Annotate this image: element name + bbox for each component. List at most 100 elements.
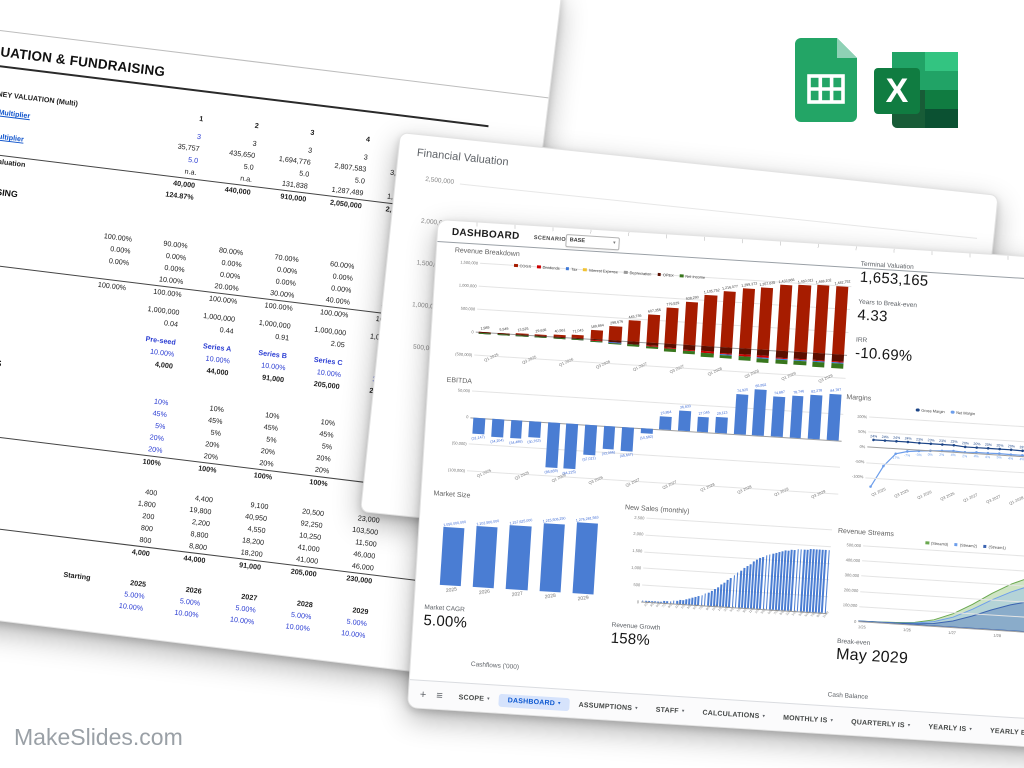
scenario-dropdown[interactable]: BASE ▾	[565, 234, 620, 251]
kpi-years-to-breakeven: Years to Break-even 4.33	[857, 298, 918, 326]
legend-item: COGS	[513, 263, 531, 269]
axis-tick-label: 2,500	[634, 514, 645, 521]
tab-label: MONTHLY IS	[782, 714, 828, 724]
cash-balance-chart-title: Cash Balance	[827, 691, 869, 701]
legend-swatch	[954, 542, 958, 547]
bar	[659, 416, 673, 430]
margins-chart: Margins 24% 24% 24% 24% 23% 23% 23% 23% 20% 20% 20%…	[839, 394, 1024, 527]
stacked-bar-segment	[830, 363, 844, 369]
legend-swatch	[679, 273, 684, 278]
stacked-bar	[645, 314, 660, 344]
tab-calculations[interactable]: CALCULATIONS ▾	[693, 706, 774, 724]
axis-tick-label: 1/25	[857, 624, 866, 630]
legend-item: Gross Margin	[915, 407, 945, 415]
axis-tick-label: -50%	[854, 458, 865, 465]
tab-dashboard[interactable]: DASHBOARD ▾	[498, 693, 571, 711]
axis-tick-label: 2,000	[633, 531, 644, 537]
svg-text:4%: 4%	[951, 453, 956, 457]
svg-text:20%: 20%	[996, 443, 1003, 447]
axis-tick-label: 500,000	[460, 305, 476, 311]
tab-label: QUARTERLY IS	[850, 718, 905, 729]
tab-label: YEARLY BALANCE	[989, 727, 1024, 739]
stacked-bar-segment	[571, 338, 584, 341]
axis-tick-label: 1,000	[631, 564, 642, 571]
bar	[703, 593, 707, 606]
bar	[572, 522, 598, 595]
legend-label: Gross Margin	[921, 407, 945, 415]
stacked-bar-segment	[682, 350, 695, 355]
stacked-bar	[608, 326, 622, 341]
svg-text:2%: 2%	[962, 454, 967, 458]
tab-label: SCOPE	[458, 693, 485, 703]
tab-label: YEARLY IS	[928, 723, 967, 733]
svg-text:23%: 23%	[950, 440, 957, 444]
bar-value-label: 78,746	[792, 388, 804, 395]
bar	[528, 420, 542, 438]
plot-area	[641, 517, 833, 615]
stacked-bar-segment	[627, 344, 640, 347]
bar	[826, 394, 842, 441]
all-sheets-menu-icon[interactable]: ≡	[435, 689, 444, 703]
svg-text:2%: 2%	[939, 453, 944, 457]
tab-staff[interactable]: STAFF ▾	[646, 703, 693, 719]
stacked-bar	[813, 285, 830, 354]
svg-text:-7%: -7%	[904, 453, 910, 457]
kpi-market-cagr: Market CAGR 5.00%	[423, 603, 468, 632]
axis-tick-label: 100,000	[842, 602, 858, 609]
new-sales-chart: New Sales (monthly) 2,500 2,000 1,500 1,000 5…	[618, 504, 839, 635]
svg-text:24%: 24%	[870, 434, 877, 438]
tab-yearly-balance[interactable]: YEARLY BALANCE▾	[981, 724, 1024, 743]
add-sheet-icon[interactable]: +	[419, 688, 427, 702]
bar	[506, 524, 532, 591]
stacked-bar	[831, 285, 849, 355]
svg-text:20%: 20%	[973, 442, 980, 446]
sheet-tab-bar: + ≡ SCOPE ▾ DASHBOARD ▾ ASSUMPTIONS ▾ STAFF ▾ CA…	[407, 679, 1024, 753]
svg-text:20%: 20%	[962, 441, 969, 445]
axis-tick-label: 1,500	[632, 547, 643, 554]
axis-tick-label: 0	[636, 598, 640, 604]
bar	[677, 410, 692, 431]
tab-scope[interactable]: SCOPE ▾	[449, 690, 499, 706]
plot-area	[466, 389, 844, 495]
stacked-bar	[627, 320, 641, 342]
plot-area: 24% 24% 24% 24% 23% 23% 23% 23% 20% 20% 20% 20% 20% 1…	[865, 413, 1024, 503]
cashflows-chart-title: Cashflows ('000)	[470, 660, 520, 671]
axis-tick-label: 5/27	[729, 605, 737, 613]
tab-assumptions[interactable]: ASSUMPTIONS ▾	[569, 698, 647, 716]
excel-icon: X	[872, 50, 962, 130]
gridline	[645, 534, 832, 548]
legend-label: Dividends	[542, 264, 560, 271]
chevron-down-icon: ▾	[762, 713, 766, 720]
bar	[439, 526, 465, 587]
legend-label: Net Margin	[956, 409, 976, 417]
tab-monthly-is[interactable]: MONTHLY IS ▾	[774, 711, 843, 728]
stacked-bar	[775, 284, 793, 352]
axis-tick-label: 2029	[577, 594, 590, 603]
axis-tick-label: 2027	[511, 590, 524, 599]
market-size-chart: Market Size 1,050,000,000 1,102,500,000 1,1…	[427, 490, 612, 613]
axis-tick-label: 50,000	[457, 387, 471, 393]
axis-tick-label: (50,000)	[451, 440, 467, 447]
stacked-bar	[794, 285, 811, 353]
bar	[509, 419, 523, 439]
kpi-column: Terminal Valuation 1,653,165 Years to Br…	[854, 261, 930, 379]
legend-label: (Stream2)	[959, 542, 978, 549]
axis-tick-label: 2028	[544, 592, 557, 601]
svg-text:23%: 23%	[916, 437, 923, 441]
axis-tick-label: 0	[471, 328, 474, 334]
svg-text:24%: 24%	[905, 436, 912, 440]
tab-yearly-is[interactable]: YEARLY IS ▾	[919, 720, 981, 737]
svg-text:0%: 0%	[928, 453, 933, 457]
axis-tick-label: 1,000,000	[458, 281, 477, 289]
tab-quarterly-is[interactable]: QUARTERLY IS ▾	[842, 715, 920, 733]
chevron-down-icon: ▾	[634, 705, 639, 712]
legend-item: Tax	[565, 266, 577, 272]
axis-tick-label: 300,000	[844, 572, 860, 579]
bar	[491, 418, 505, 438]
tab-label: DASHBOARD	[507, 696, 556, 707]
axis-tick-label: 0	[853, 618, 857, 624]
legend-label: (Stream1)	[988, 544, 1007, 551]
svg-text:X: X	[886, 72, 909, 110]
axis-tick-label: 7/26	[698, 603, 706, 611]
